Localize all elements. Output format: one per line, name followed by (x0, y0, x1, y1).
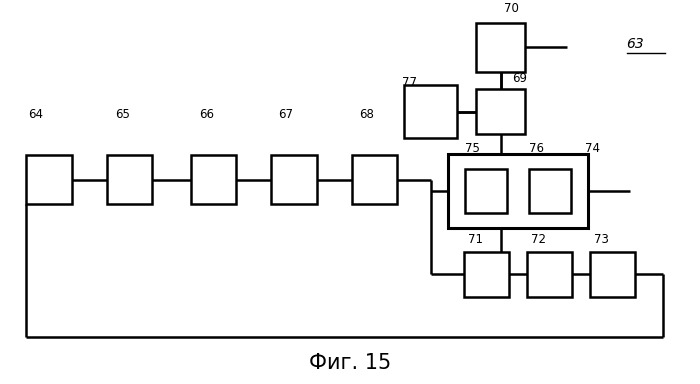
Bar (27, 155, 71, 204)
Bar (271, 155, 316, 204)
Bar (405, 85, 456, 138)
Bar (190, 155, 236, 204)
Text: 64: 64 (28, 108, 43, 121)
Text: 67: 67 (279, 108, 293, 121)
Text: 72: 72 (531, 233, 545, 246)
Bar (448, 154, 588, 228)
Text: 63: 63 (626, 37, 644, 51)
Bar (463, 252, 510, 297)
Text: 76: 76 (528, 142, 543, 155)
Text: 69: 69 (512, 72, 527, 85)
Bar (352, 155, 398, 204)
Text: 77: 77 (402, 76, 416, 89)
Text: 71: 71 (468, 233, 482, 246)
Text: 65: 65 (116, 108, 130, 121)
Text: 68: 68 (359, 108, 374, 121)
Text: 75: 75 (466, 142, 480, 155)
Bar (476, 23, 525, 72)
Bar (526, 252, 573, 297)
Bar (476, 89, 525, 134)
Text: 74: 74 (584, 142, 599, 155)
Bar (106, 155, 153, 204)
Bar (589, 252, 636, 297)
Text: 70: 70 (504, 2, 519, 15)
Text: 73: 73 (594, 233, 608, 246)
Bar (466, 169, 507, 213)
Text: Фиг. 15: Фиг. 15 (309, 353, 391, 372)
Text: 66: 66 (199, 108, 214, 121)
Bar (528, 169, 570, 213)
